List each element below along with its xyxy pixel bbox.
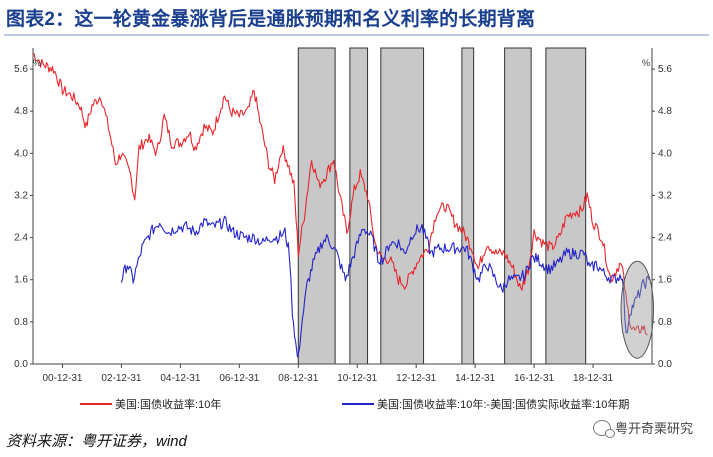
right-y-tick-label-0: 0.0 bbox=[658, 359, 672, 370]
x-tick-label-8: 16-12-31 bbox=[514, 373, 554, 384]
x-tick-label-6: 12-12-31 bbox=[396, 373, 436, 384]
legend-item-nominal: 美国:国债收益率:10年 bbox=[80, 396, 221, 412]
axes: 0.0 0.0 0.8 0.8 1.6 1.6 2.4 2.4 3.2 3.2 4.0 4.0 4.8 4… bbox=[14, 48, 672, 384]
shaded-periods bbox=[297, 47, 587, 365]
legend-label-nominal: 美国:国债收益率:10年 bbox=[115, 399, 222, 411]
shaded-period-2 bbox=[380, 47, 425, 365]
shaded-period-0 bbox=[297, 47, 336, 365]
legend-swatch-blue bbox=[342, 403, 374, 405]
x-tick-label-1: 02-12-31 bbox=[101, 373, 141, 384]
watermark-text: 粤开奇栗研究 bbox=[614, 421, 693, 436]
right-y-tick-label-7: 5.6 bbox=[658, 64, 672, 75]
right-y-tick-label-4: 3.2 bbox=[658, 190, 672, 201]
right-unit-label: % bbox=[642, 58, 650, 68]
x-tick-label-4: 08-12-31 bbox=[278, 373, 318, 384]
legend-swatch-red bbox=[80, 403, 112, 405]
left-y-tick-label-5: 4.0 bbox=[14, 148, 28, 159]
right-y-tick-label-5: 4.0 bbox=[658, 148, 672, 159]
x-tick-label-9: 18-12-31 bbox=[573, 373, 613, 384]
right-y-tick-label-2: 1.6 bbox=[658, 275, 672, 286]
left-y-tick-label-2: 1.6 bbox=[14, 275, 28, 286]
watermark: 粤开奇栗研究 bbox=[592, 418, 693, 438]
legend-label-breakeven: 美国:国债收益率:10年:-美国:国债实际收益率:10年期 bbox=[377, 399, 630, 411]
x-tick-label-0: 00-12-31 bbox=[42, 373, 82, 384]
shaded-period-3 bbox=[461, 47, 475, 365]
x-tick-label-5: 10-12-31 bbox=[337, 373, 377, 384]
title-divider bbox=[4, 34, 709, 36]
x-tick-label-7: 14-12-31 bbox=[455, 373, 495, 384]
shaded-period-1 bbox=[349, 47, 369, 365]
series-lines bbox=[32, 52, 650, 358]
wechat-icon bbox=[592, 419, 615, 438]
x-tick-label-2: 04-12-31 bbox=[160, 373, 200, 384]
left-y-tick-label-0: 0.0 bbox=[14, 359, 28, 370]
right-y-tick-label-6: 4.8 bbox=[658, 106, 672, 117]
x-tick-label-3: 06-12-31 bbox=[219, 373, 259, 384]
left-y-tick-label-3: 2.4 bbox=[14, 233, 28, 244]
right-y-tick-label-3: 2.4 bbox=[658, 233, 672, 244]
left-y-tick-label-1: 0.8 bbox=[14, 317, 28, 328]
series-line-1 bbox=[120, 215, 650, 358]
source-note: 资料来源：粤开证券，wind bbox=[6, 433, 187, 450]
left-y-tick-label-4: 3.2 bbox=[14, 190, 28, 201]
left-unit-label: % bbox=[33, 58, 41, 68]
highlight-ellipse bbox=[620, 260, 654, 359]
shaded-period-4 bbox=[504, 47, 532, 365]
chart-title: 图表2：这一轮黄金暴涨背后是通胀预期和名义利率的长期背离 bbox=[6, 9, 536, 30]
shaded-period-5 bbox=[545, 47, 587, 365]
highlight-ellipse-shape bbox=[620, 260, 654, 359]
legend-item-breakeven: 美国:国债收益率:10年:-美国:国债实际收益率:10年期 bbox=[342, 396, 629, 412]
left-y-tick-label-6: 4.8 bbox=[14, 106, 28, 117]
right-y-tick-label-1: 0.8 bbox=[658, 317, 672, 328]
series-line-0 bbox=[32, 52, 648, 336]
left-y-tick-label-7: 5.6 bbox=[14, 64, 28, 75]
